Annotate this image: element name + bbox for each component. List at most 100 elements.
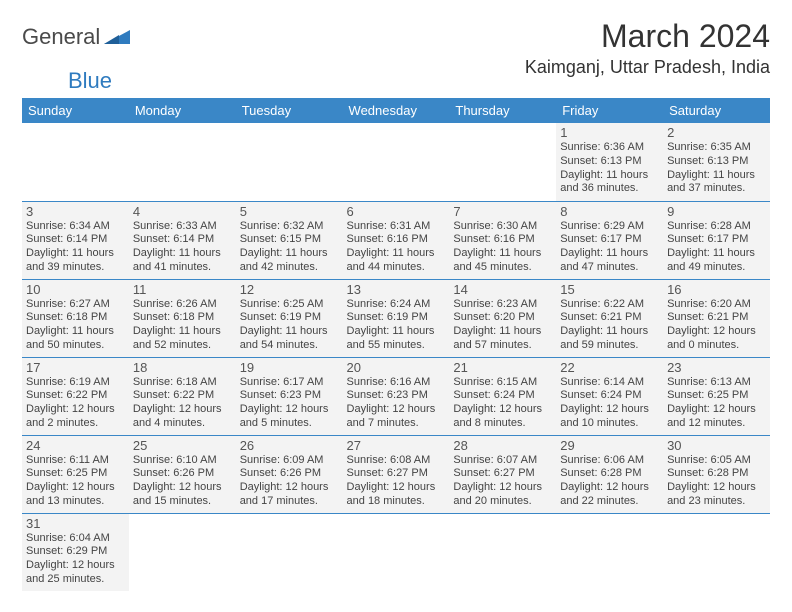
day-number: 21 <box>453 360 552 375</box>
calendar-cell <box>236 513 343 591</box>
calendar-cell: 19Sunrise: 6:17 AMSunset: 6:23 PMDayligh… <box>236 357 343 435</box>
calendar-cell: 17Sunrise: 6:19 AMSunset: 6:22 PMDayligh… <box>22 357 129 435</box>
calendar-cell: 28Sunrise: 6:07 AMSunset: 6:27 PMDayligh… <box>449 435 556 513</box>
calendar-cell: 20Sunrise: 6:16 AMSunset: 6:23 PMDayligh… <box>343 357 450 435</box>
day1-text: Daylight: 12 hours <box>667 481 766 495</box>
sunset-text: Sunset: 6:26 PM <box>133 467 232 481</box>
sunset-text: Sunset: 6:24 PM <box>560 389 659 403</box>
sunrise-text: Sunrise: 6:13 AM <box>667 376 766 390</box>
sunrise-text: Sunrise: 6:22 AM <box>560 298 659 312</box>
day-number: 8 <box>560 204 659 219</box>
day1-text: Daylight: 11 hours <box>26 325 125 339</box>
sunset-text: Sunset: 6:19 PM <box>240 311 339 325</box>
calendar-cell: 5Sunrise: 6:32 AMSunset: 6:15 PMDaylight… <box>236 201 343 279</box>
sunrise-text: Sunrise: 6:19 AM <box>26 376 125 390</box>
day2-text: and 42 minutes. <box>240 261 339 275</box>
day1-text: Daylight: 11 hours <box>347 247 446 261</box>
sunset-text: Sunset: 6:14 PM <box>133 233 232 247</box>
day2-text: and 15 minutes. <box>133 495 232 509</box>
calendar-row: 1Sunrise: 6:36 AMSunset: 6:13 PMDaylight… <box>22 123 770 201</box>
day1-text: Daylight: 11 hours <box>453 325 552 339</box>
day1-text: Daylight: 12 hours <box>560 403 659 417</box>
day-number: 15 <box>560 282 659 297</box>
calendar-cell: 25Sunrise: 6:10 AMSunset: 6:26 PMDayligh… <box>129 435 236 513</box>
day-number: 4 <box>133 204 232 219</box>
sunrise-text: Sunrise: 6:16 AM <box>347 376 446 390</box>
logo-triangle-icon <box>104 26 130 49</box>
day-number: 13 <box>347 282 446 297</box>
sunset-text: Sunset: 6:27 PM <box>453 467 552 481</box>
day1-text: Daylight: 12 hours <box>240 403 339 417</box>
day-header: Friday <box>556 98 663 123</box>
calendar-cell: 10Sunrise: 6:27 AMSunset: 6:18 PMDayligh… <box>22 279 129 357</box>
calendar-row: 31Sunrise: 6:04 AMSunset: 6:29 PMDayligh… <box>22 513 770 591</box>
sunrise-text: Sunrise: 6:08 AM <box>347 454 446 468</box>
day2-text: and 18 minutes. <box>347 495 446 509</box>
sunset-text: Sunset: 6:20 PM <box>453 311 552 325</box>
day2-text: and 25 minutes. <box>26 573 125 587</box>
day-number: 23 <box>667 360 766 375</box>
sunset-text: Sunset: 6:25 PM <box>26 467 125 481</box>
sunset-text: Sunset: 6:13 PM <box>667 155 766 169</box>
calendar-cell <box>449 513 556 591</box>
day-number: 27 <box>347 438 446 453</box>
day-number: 31 <box>26 516 125 531</box>
day1-text: Daylight: 12 hours <box>453 403 552 417</box>
day2-text: and 45 minutes. <box>453 261 552 275</box>
calendar-row: 24Sunrise: 6:11 AMSunset: 6:25 PMDayligh… <box>22 435 770 513</box>
calendar-cell: 2Sunrise: 6:35 AMSunset: 6:13 PMDaylight… <box>663 123 770 201</box>
sunset-text: Sunset: 6:28 PM <box>667 467 766 481</box>
day-number: 29 <box>560 438 659 453</box>
calendar-cell: 27Sunrise: 6:08 AMSunset: 6:27 PMDayligh… <box>343 435 450 513</box>
logo: General <box>22 24 132 50</box>
day-header-row: Sunday Monday Tuesday Wednesday Thursday… <box>22 98 770 123</box>
sunset-text: Sunset: 6:23 PM <box>240 389 339 403</box>
day-number: 5 <box>240 204 339 219</box>
sunrise-text: Sunrise: 6:07 AM <box>453 454 552 468</box>
title-block: March 2024 Kaimganj, Uttar Pradesh, Indi… <box>525 18 770 78</box>
sunrise-text: Sunrise: 6:29 AM <box>560 220 659 234</box>
day1-text: Daylight: 11 hours <box>26 247 125 261</box>
calendar-cell: 14Sunrise: 6:23 AMSunset: 6:20 PMDayligh… <box>449 279 556 357</box>
day-header: Thursday <box>449 98 556 123</box>
day-number: 19 <box>240 360 339 375</box>
day-number: 11 <box>133 282 232 297</box>
sunset-text: Sunset: 6:16 PM <box>453 233 552 247</box>
sunrise-text: Sunrise: 6:27 AM <box>26 298 125 312</box>
location-text: Kaimganj, Uttar Pradesh, India <box>525 57 770 78</box>
day2-text: and 0 minutes. <box>667 339 766 353</box>
day2-text: and 7 minutes. <box>347 417 446 431</box>
day-header: Sunday <box>22 98 129 123</box>
day2-text: and 52 minutes. <box>133 339 232 353</box>
month-title: March 2024 <box>525 18 770 55</box>
calendar-cell: 15Sunrise: 6:22 AMSunset: 6:21 PMDayligh… <box>556 279 663 357</box>
day1-text: Daylight: 12 hours <box>560 481 659 495</box>
day2-text: and 2 minutes. <box>26 417 125 431</box>
day2-text: and 50 minutes. <box>26 339 125 353</box>
day2-text: and 47 minutes. <box>560 261 659 275</box>
calendar-cell <box>556 513 663 591</box>
day2-text: and 10 minutes. <box>560 417 659 431</box>
sunset-text: Sunset: 6:21 PM <box>560 311 659 325</box>
day-number: 25 <box>133 438 232 453</box>
day-number: 16 <box>667 282 766 297</box>
day2-text: and 39 minutes. <box>26 261 125 275</box>
sunrise-text: Sunrise: 6:04 AM <box>26 532 125 546</box>
sunset-text: Sunset: 6:19 PM <box>347 311 446 325</box>
day2-text: and 44 minutes. <box>347 261 446 275</box>
day1-text: Daylight: 12 hours <box>347 403 446 417</box>
logo-text-general: General <box>22 24 100 50</box>
day-number: 26 <box>240 438 339 453</box>
calendar-table: Sunday Monday Tuesday Wednesday Thursday… <box>22 98 770 591</box>
sunset-text: Sunset: 6:14 PM <box>26 233 125 247</box>
calendar-cell: 6Sunrise: 6:31 AMSunset: 6:16 PMDaylight… <box>343 201 450 279</box>
calendar-row: 3Sunrise: 6:34 AMSunset: 6:14 PMDaylight… <box>22 201 770 279</box>
sunrise-text: Sunrise: 6:34 AM <box>26 220 125 234</box>
calendar-cell <box>129 123 236 201</box>
day1-text: Daylight: 11 hours <box>667 169 766 183</box>
day2-text: and 57 minutes. <box>453 339 552 353</box>
day1-text: Daylight: 12 hours <box>133 481 232 495</box>
day1-text: Daylight: 11 hours <box>240 247 339 261</box>
sunset-text: Sunset: 6:25 PM <box>667 389 766 403</box>
day2-text: and 36 minutes. <box>560 182 659 196</box>
